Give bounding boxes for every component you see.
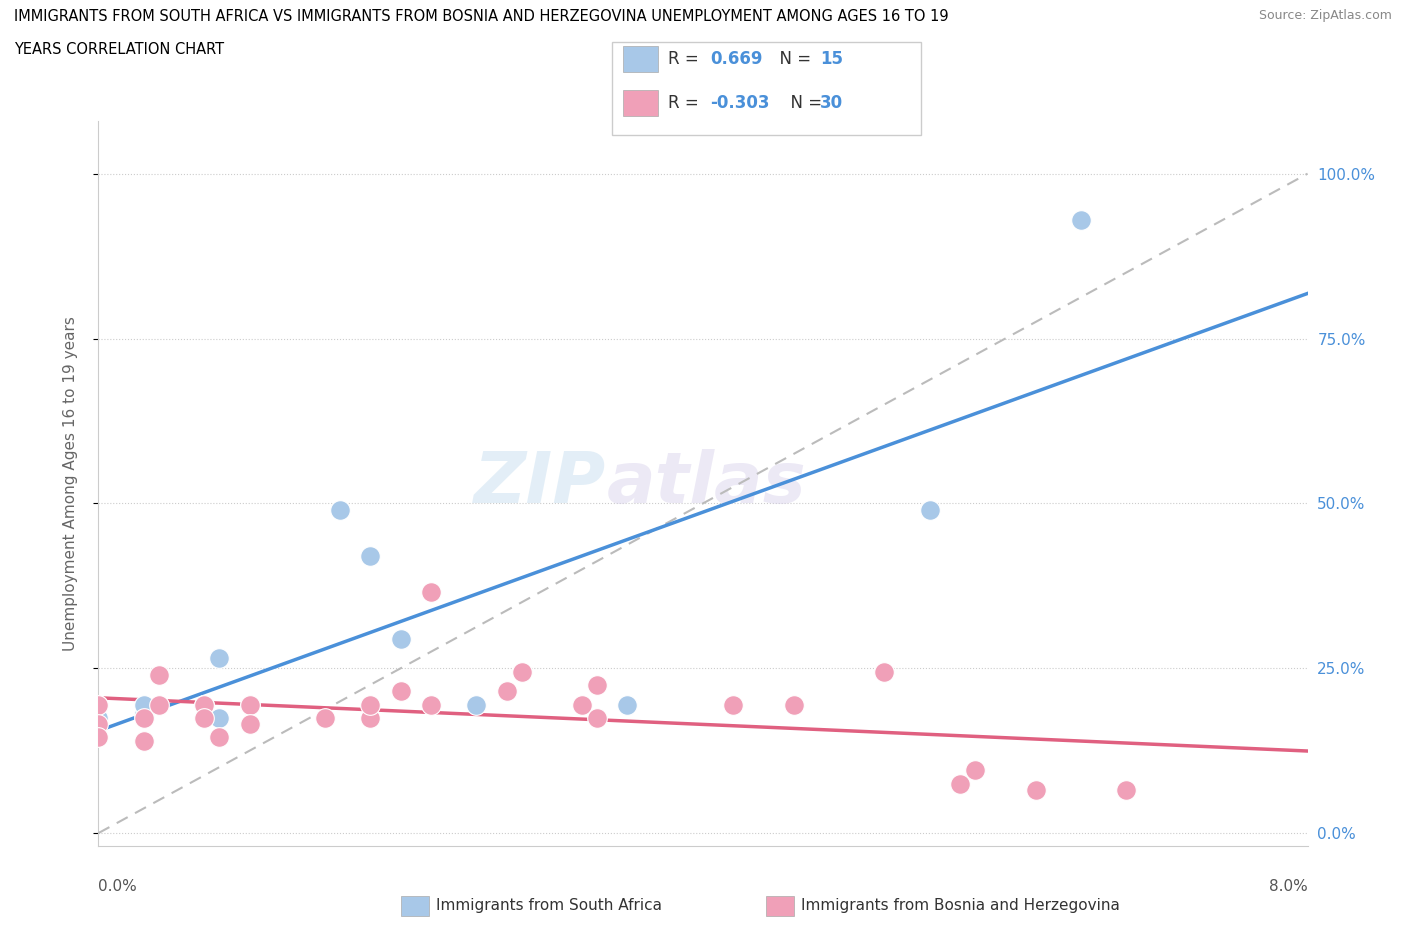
Point (1115, 783, 1137, 798)
Text: N =: N = (769, 49, 817, 68)
Point (420, 585, 443, 600)
Point (360, 698, 382, 712)
Point (87, 717, 110, 732)
Point (965, 763, 987, 777)
Point (389, 631, 412, 646)
Text: YEARS CORRELATION CHART: YEARS CORRELATION CHART (14, 42, 224, 57)
Point (314, 711, 336, 725)
Text: 0.0%: 0.0% (98, 879, 138, 894)
Text: Immigrants from South Africa: Immigrants from South Africa (436, 898, 662, 913)
Text: Source: ZipAtlas.com: Source: ZipAtlas.com (1258, 9, 1392, 22)
Point (193, 698, 215, 712)
Point (1025, 783, 1047, 798)
Text: -0.303: -0.303 (710, 94, 769, 113)
Point (87, 698, 110, 712)
Point (586, 677, 609, 692)
Point (239, 698, 262, 712)
Point (148, 698, 170, 712)
Point (918, 502, 941, 517)
Text: 15: 15 (820, 49, 842, 68)
Point (208, 730, 231, 745)
Text: 30: 30 (820, 94, 842, 113)
Y-axis label: Unemployment Among Ages 16 to 19 years: Unemployment Among Ages 16 to 19 years (63, 316, 77, 651)
Text: 0.669: 0.669 (710, 49, 762, 68)
Point (389, 684, 412, 698)
Point (949, 777, 972, 791)
Point (465, 698, 488, 712)
Point (239, 698, 262, 712)
Point (616, 698, 638, 712)
Text: N =: N = (780, 94, 828, 113)
Text: 8.0%: 8.0% (1268, 879, 1308, 894)
Point (208, 711, 231, 725)
Point (495, 684, 517, 698)
Point (420, 698, 443, 712)
Point (193, 711, 215, 725)
Point (239, 717, 262, 732)
Text: ZIP: ZIP (474, 449, 606, 518)
Point (1070, 212, 1092, 227)
Point (132, 698, 155, 712)
Text: R =: R = (668, 94, 704, 113)
Point (193, 698, 215, 712)
Point (132, 734, 155, 749)
Point (148, 668, 170, 683)
Text: Immigrants from Bosnia and Herzegovina: Immigrants from Bosnia and Herzegovina (801, 898, 1121, 913)
Text: atlas: atlas (606, 449, 806, 518)
Point (586, 711, 609, 725)
Point (87, 698, 110, 712)
Point (360, 549, 382, 564)
Point (87, 730, 110, 745)
Point (208, 651, 231, 666)
Point (87, 711, 110, 725)
Point (783, 698, 806, 712)
Point (360, 711, 382, 725)
Point (132, 707, 155, 722)
Point (329, 502, 352, 517)
Point (723, 698, 745, 712)
Text: IMMIGRANTS FROM SOUTH AFRICA VS IMMIGRANTS FROM BOSNIA AND HERZEGOVINA UNEMPLOYM: IMMIGRANTS FROM SOUTH AFRICA VS IMMIGRAN… (14, 9, 949, 24)
Point (873, 664, 896, 679)
Point (510, 664, 533, 679)
Point (132, 711, 155, 725)
Text: R =: R = (668, 49, 704, 68)
Point (571, 698, 593, 712)
